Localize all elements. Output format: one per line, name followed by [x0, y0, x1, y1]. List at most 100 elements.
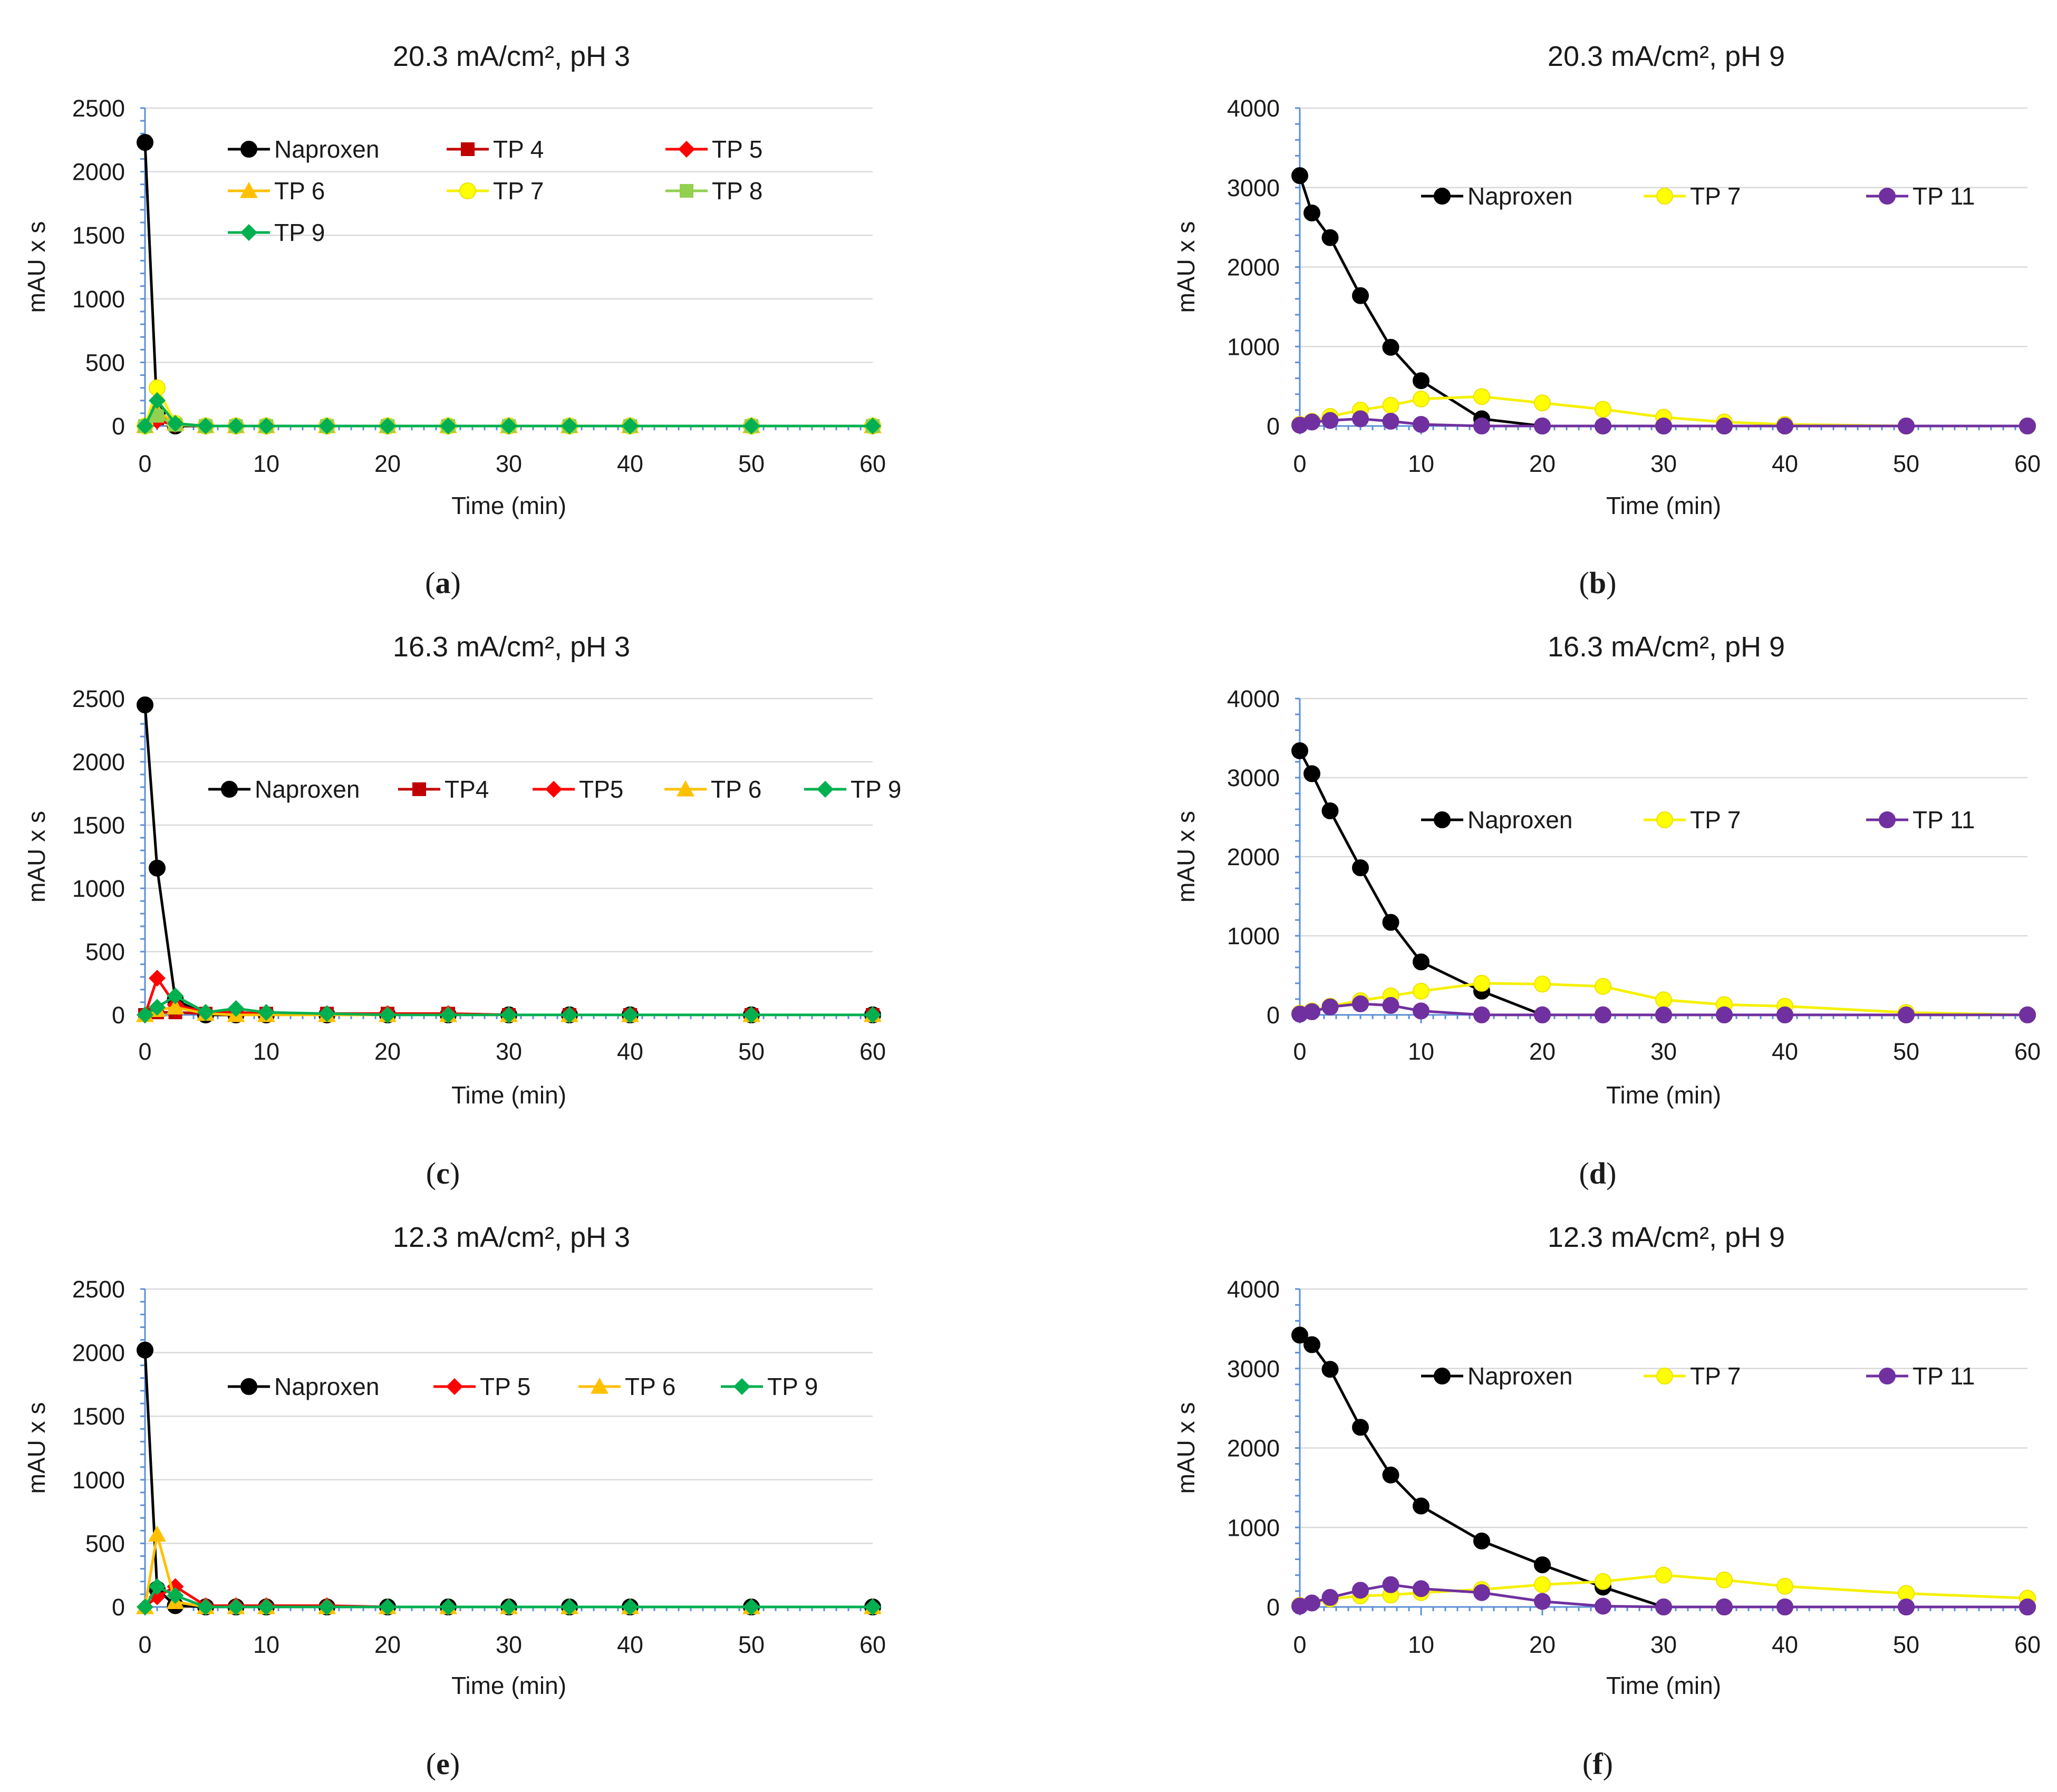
data-point: [197, 1004, 214, 1021]
x-tick-label: 20: [374, 1631, 401, 1658]
data-point: [1595, 401, 1611, 418]
legend: Naproxen TP 5 TP 6 TP 9: [228, 1373, 818, 1400]
x-tick-label: 60: [860, 450, 886, 477]
legend-item-tp-11: TP 11: [1866, 806, 1975, 834]
legend-label: Naproxen: [274, 135, 379, 163]
data-point: [318, 1005, 335, 1022]
legend: Naproxen TP 7 TP 11: [1421, 182, 1975, 210]
data-point: [379, 1006, 396, 1023]
legend-marker: [240, 1378, 257, 1395]
y-tick-label: 0: [1267, 1594, 1280, 1621]
data-point: [1898, 418, 1915, 434]
x-tick-label: 30: [496, 450, 522, 477]
chart-title: 16.3 mA/cm², pH 3: [393, 631, 630, 663]
data-point: [137, 134, 153, 151]
x-tick-label: 20: [374, 450, 401, 477]
legend: Naproxen TP4 TP5 TP 6 TP 9: [208, 776, 901, 803]
data-point: [318, 1599, 335, 1615]
legend-label: Naproxen: [1467, 182, 1572, 210]
legend-label: TP 9: [767, 1373, 818, 1400]
data-point: [258, 1599, 275, 1615]
x-axis-title: Time (min): [1606, 1081, 1721, 1109]
legend-item-naproxen: Naproxen: [1421, 806, 1572, 834]
x-tick-label: 40: [1772, 1631, 1798, 1658]
panel-label: (d): [1579, 1156, 1617, 1190]
chart-title: 20.3 mA/cm², pH 9: [1548, 41, 1785, 72]
data-point: [1655, 1566, 1672, 1584]
y-tick-label: 3000: [1227, 1355, 1280, 1382]
x-tick-label: 10: [1408, 1038, 1434, 1065]
data-point: [1655, 418, 1672, 434]
panel-label-letter: c: [436, 1156, 450, 1190]
legend-item-naproxen: Naproxen: [228, 1373, 379, 1400]
x-tick-label: 10: [253, 450, 279, 477]
legend-marker: [240, 182, 258, 198]
data-point: [1291, 167, 1308, 185]
legend-marker: [1879, 188, 1896, 205]
legend-marker: [1879, 1368, 1896, 1384]
x-tick-label: 20: [1529, 1631, 1556, 1658]
y-axis-title: mAU x s: [23, 811, 50, 903]
data-point: [1291, 1326, 1308, 1344]
panel-label: (b): [1579, 566, 1617, 600]
legend-marker: [733, 1378, 750, 1395]
legend-label: TP 6: [274, 177, 325, 205]
data-point: [1352, 287, 1369, 304]
data-point: [500, 1599, 517, 1615]
data-point: [1321, 229, 1339, 246]
legend-item-tp-11: TP 11: [1866, 1362, 1975, 1390]
panel-label: (f): [1582, 1747, 1613, 1781]
legend-label: TP 11: [1913, 182, 1975, 210]
data-point: [1303, 413, 1320, 431]
legend-marker: [1879, 811, 1896, 828]
data-point: [1303, 1594, 1320, 1612]
legend-label: TP 5: [712, 135, 762, 163]
data-point: [137, 1599, 153, 1615]
data-point: [197, 1599, 214, 1615]
data-point: [149, 1578, 166, 1595]
x-tick-label: 60: [2014, 450, 2041, 477]
data-point: [149, 970, 166, 987]
data-point: [1776, 1006, 1793, 1023]
legend-label: Naproxen: [274, 1373, 379, 1400]
data-point: [1655, 1599, 1672, 1615]
y-axis-title: mAU x s: [23, 1402, 50, 1494]
data-point: [440, 418, 457, 434]
series-line: [1298, 175, 2027, 428]
y-tick-label: 2000: [72, 1340, 125, 1367]
legend-item-tp-6: TP 6: [578, 1373, 675, 1400]
x-tick-label: 40: [617, 1038, 643, 1065]
data-point: [743, 1006, 760, 1023]
data-point: [167, 415, 184, 432]
data-point: [1303, 1336, 1320, 1353]
y-tick-label: 4000: [1227, 1276, 1280, 1303]
y-tick-label: 2000: [1227, 1435, 1280, 1462]
data-point: [1716, 418, 1733, 434]
panel-label: (e): [426, 1747, 460, 1781]
y-axis-title: mAU x s: [1172, 811, 1200, 903]
chart-title: 12.3 mA/cm², pH 3: [393, 1222, 630, 1253]
legend-item-tp-4: TP 4: [447, 135, 544, 163]
data-point: [167, 1587, 184, 1604]
legend-marker: [221, 781, 238, 798]
x-tick-label: 30: [1650, 1631, 1677, 1658]
y-tick-label: 3000: [1227, 764, 1280, 791]
legend-label: TP 6: [711, 776, 761, 803]
data-point: [1321, 412, 1339, 429]
x-tick-label: 50: [738, 1631, 765, 1658]
legend-label: TP 7: [1690, 182, 1741, 210]
data-point: [258, 1004, 275, 1021]
data-point: [137, 1341, 153, 1359]
panel-label-open: (: [1582, 1747, 1592, 1781]
series-line: [143, 704, 873, 1016]
chart-title: 16.3 mA/cm², pH 9: [1548, 631, 1785, 663]
y-tick-label: 0: [112, 1002, 125, 1029]
x-tick-label: 60: [2014, 1631, 2041, 1658]
data-point: [1595, 1006, 1611, 1023]
x-axis-title: Time (min): [1606, 1672, 1721, 1699]
legend-label: TP 11: [1913, 806, 1975, 834]
data-point: [1898, 1599, 1915, 1615]
series-tp-11: [1291, 410, 2036, 434]
series-naproxen: [1291, 742, 2036, 1023]
data-point: [1303, 765, 1320, 782]
